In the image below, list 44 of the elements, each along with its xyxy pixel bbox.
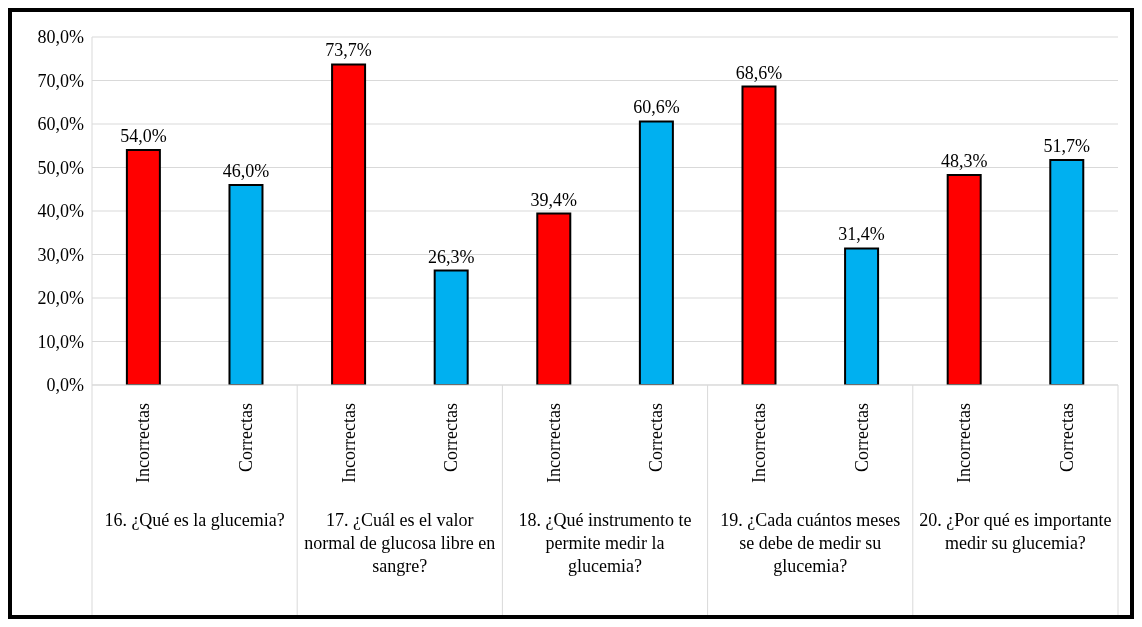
bar (228, 183, 264, 385)
data-label: 51,7% (1043, 136, 1091, 157)
x-tick-label: Incorrectas (338, 403, 359, 483)
x-tick-label: Incorrectas (954, 403, 975, 483)
data-label: 48,3% (940, 150, 988, 171)
y-tick-label: 80,0% (37, 27, 84, 48)
data-label: 31,4% (838, 224, 885, 245)
data-label: 26,3% (427, 246, 475, 267)
x-tick-label: Correctas (441, 403, 462, 472)
data-label: 73,7% (325, 40, 372, 61)
data-label: 39,4% (530, 189, 578, 210)
bar (125, 149, 161, 385)
y-tick-label: 40,0% (37, 201, 84, 222)
y-tick-label: 70,0% (37, 70, 84, 91)
data-label: 60,6% (633, 97, 680, 118)
x-tick-label: Incorrectas (543, 403, 564, 483)
x-tick-label: Correctas (646, 403, 667, 472)
data-label: 46,0% (222, 160, 270, 181)
bar (433, 269, 469, 385)
data-label: 68,6% (735, 62, 783, 83)
bar (946, 173, 982, 385)
x-tick-label: Incorrectas (133, 403, 154, 483)
x-tick-label: Incorrectas (748, 403, 769, 483)
y-tick-label: 10,0% (37, 331, 84, 352)
x-tick-label: Correctas (1056, 403, 1077, 472)
data-label: 54,0% (120, 126, 167, 147)
text: 19. ¿Cada cuántos meses se debe de medir su glucemia? (719, 509, 902, 578)
text: 18. ¿Qué instrumento te permite medir la glucemia? (517, 509, 693, 578)
text: 20. ¿Por qué es importante medir su glucemia? (918, 509, 1112, 555)
text: 17. ¿Cuál es el valor normal de glucosa libre en sangre? (303, 509, 497, 578)
y-tick-label: 30,0% (37, 244, 84, 265)
y-tick-label: 0,0% (46, 375, 84, 396)
x-tick-label: Correctas (235, 403, 256, 472)
bar (536, 212, 572, 385)
bar (1049, 159, 1085, 385)
bar (741, 85, 777, 385)
y-tick-label: 20,0% (37, 288, 84, 309)
bar (638, 120, 674, 385)
x-tick-label: Correctas (851, 403, 872, 472)
y-tick-label: 60,0% (37, 114, 84, 135)
y-tick-label: 50,0% (37, 157, 84, 178)
bar (844, 247, 880, 385)
text: 16. ¿Qué es la glucemia? (103, 509, 286, 532)
bar (331, 63, 367, 385)
